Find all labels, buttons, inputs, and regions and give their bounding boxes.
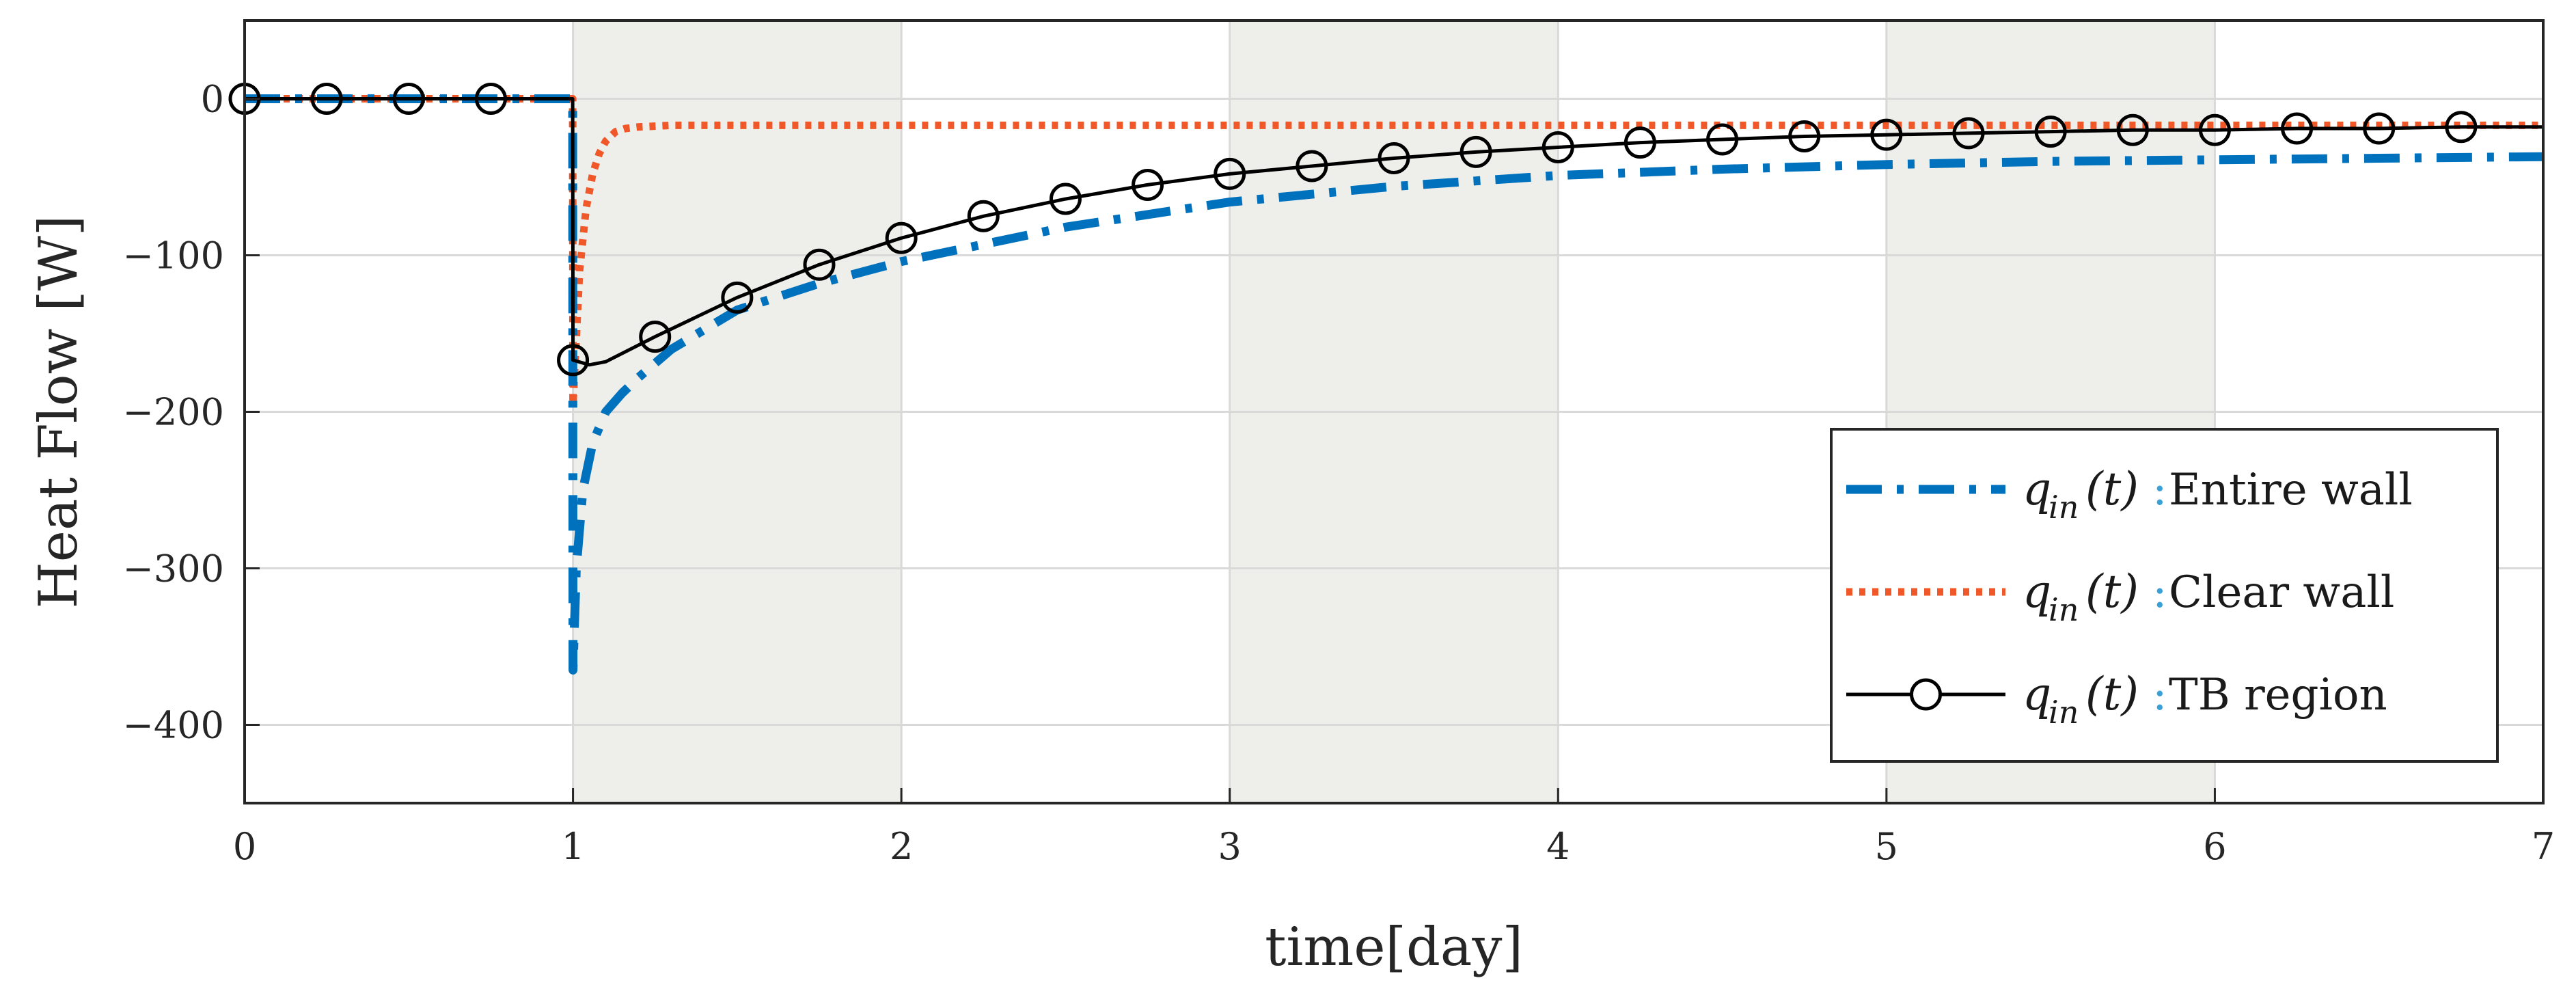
series-lines — [228, 83, 2544, 675]
legend-series-name: Entire wall — [2169, 465, 2413, 515]
series-marker — [1296, 150, 1328, 182]
series-line-1 — [245, 95, 2543, 408]
legend-series-name: Clear wall — [2169, 567, 2394, 618]
legend-subscript: in — [2049, 591, 2079, 628]
y-tick-label: 0 — [201, 78, 224, 121]
series-marker — [1132, 168, 1164, 201]
series-line-0 — [245, 94, 2544, 675]
series-marker — [474, 83, 507, 115]
x-tick-label: 6 — [2203, 825, 2226, 868]
legend-series-name: TB region — [2169, 670, 2387, 720]
series-marker — [1788, 120, 1821, 152]
series-marker — [2281, 112, 2314, 145]
y-tick-labels: 0 −100 −200 −300 −400 — [123, 78, 260, 747]
series-marker — [885, 221, 918, 254]
legend-argument: (t) — [2085, 668, 2139, 720]
series-marker — [2034, 116, 2067, 148]
series-marker — [1706, 123, 1739, 156]
x-tick-label: 1 — [561, 825, 584, 868]
legend-marker — [1910, 678, 1942, 711]
series-marker — [1378, 142, 1410, 175]
x-tick-label: 3 — [1218, 825, 1242, 868]
series-marker — [1870, 118, 1903, 151]
legend-separator: : — [2152, 670, 2167, 720]
y-tick-label: −400 — [123, 704, 224, 747]
series-marker — [1952, 117, 1985, 150]
y-axis-label: Heat Flow [W] — [28, 215, 90, 608]
x-tick-label: 7 — [2532, 825, 2555, 868]
series-marker — [2116, 113, 2149, 146]
series-line-2 — [245, 97, 2543, 367]
series-marker — [803, 248, 836, 281]
x-tick-label: 2 — [890, 825, 913, 868]
series-marker — [639, 321, 672, 353]
series-marker — [1214, 157, 1246, 190]
legend-separator: : — [2152, 567, 2167, 618]
legend-symbol: q — [2023, 463, 2051, 515]
series-marker — [1460, 135, 1492, 168]
series-marker — [721, 281, 754, 314]
legend-separator: : — [2152, 465, 2167, 515]
series-marker — [392, 83, 425, 115]
legend-symbol: q — [2023, 565, 2051, 618]
x-axis-label: time[day] — [1265, 917, 1523, 978]
y-tick-label: −100 — [123, 234, 224, 277]
legend-subscript: in — [2049, 694, 2079, 731]
y-tick-label: −200 — [123, 391, 224, 434]
series-marker — [557, 344, 590, 377]
legend-argument: (t) — [2085, 463, 2139, 515]
x-tick-label: 0 — [233, 825, 256, 868]
series-marker — [1623, 126, 1656, 159]
series-marker — [2198, 113, 2231, 146]
legend-symbol: q — [2023, 668, 2051, 720]
series-marker — [310, 83, 343, 115]
legend-argument: (t) — [2085, 565, 2139, 618]
series-marker — [1542, 131, 1574, 163]
x-tick-label: 4 — [1546, 825, 1570, 868]
x-tick-labels: 0 1 2 3 4 5 6 7 — [233, 788, 2555, 868]
series-marker — [2445, 111, 2478, 144]
series-marker — [1049, 182, 1082, 215]
series-marker — [967, 200, 1000, 232]
y-tick-label: −300 — [123, 547, 224, 591]
series-marker — [2363, 112, 2396, 145]
x-tick-label: 5 — [1875, 825, 1898, 868]
legend-subscript: in — [2049, 489, 2079, 526]
